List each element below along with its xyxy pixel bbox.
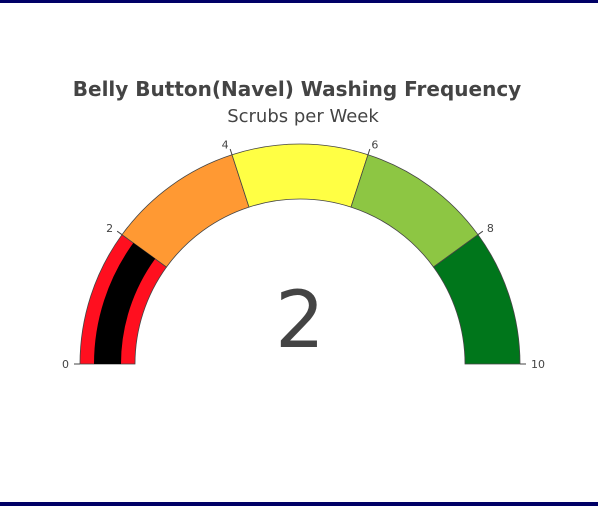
chart-subtitle: Scrubs per Week	[227, 106, 379, 127]
gauge-tick-label: 6	[371, 138, 378, 151]
gauge-tick-label: 8	[487, 222, 494, 235]
gauge-chart: 0 2 4 6 8 10 2	[62, 138, 545, 371]
gauge-tick-mark	[477, 230, 484, 236]
gauge-tick-label: 2	[106, 222, 113, 235]
gauge-value-bar	[94, 242, 156, 364]
chart-title: Belly Button(Navel) Washing Frequency	[72, 77, 522, 101]
gauge-tick-mark	[229, 148, 233, 155]
gauge-tick-label: 0	[62, 358, 69, 371]
gauge-value-number: 2	[275, 276, 325, 366]
gauge-tick-mark	[367, 148, 371, 155]
gauge-ticks: 0 2 4 6 8 10	[62, 138, 545, 371]
gauge-tick-label: 10	[531, 358, 545, 371]
gauge-value-bar-group	[94, 242, 156, 364]
gauge-step-3	[231, 143, 369, 208]
gauge-tick-mark	[116, 230, 123, 236]
gauge-tick-label: 4	[222, 138, 229, 151]
